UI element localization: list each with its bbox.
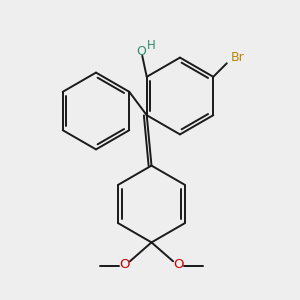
- Text: O: O: [173, 258, 184, 272]
- Text: H: H: [147, 39, 156, 52]
- Text: O: O: [137, 45, 147, 58]
- Text: O: O: [119, 258, 130, 272]
- Text: Br: Br: [230, 51, 244, 64]
